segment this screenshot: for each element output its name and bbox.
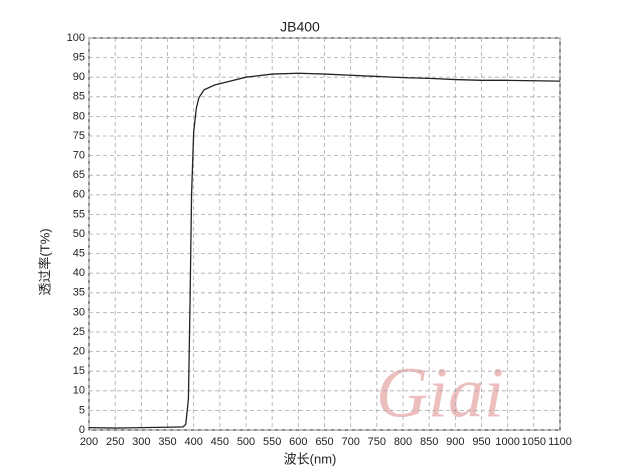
y-tick-label: 25 <box>73 326 85 338</box>
x-tick-label: 450 <box>211 436 229 448</box>
y-tick-label: 50 <box>73 228 85 240</box>
x-tick-label: 350 <box>158 436 176 448</box>
x-tick-label: 400 <box>184 436 202 448</box>
x-tick-label: 1100 <box>548 436 572 448</box>
y-tick-label: 85 <box>73 91 85 103</box>
x-axis-label: 波长(nm) <box>284 451 337 466</box>
x-tick-label: 250 <box>106 436 124 448</box>
y-tick-label: 5 <box>79 404 85 416</box>
y-tick-label: 100 <box>67 32 85 44</box>
y-tick-label: 65 <box>73 169 85 181</box>
y-tick-label: 80 <box>73 110 85 122</box>
chart-title: JB400 <box>280 19 320 35</box>
y-tick-label: 70 <box>73 150 85 162</box>
y-tick-label: 90 <box>73 71 85 83</box>
y-tick-label: 15 <box>73 365 85 377</box>
y-tick-label: 20 <box>73 346 85 358</box>
x-tick-label: 800 <box>394 436 412 448</box>
y-tick-label: 60 <box>73 189 85 201</box>
x-tick-label: 700 <box>341 436 359 448</box>
watermark: Giai <box>376 353 504 433</box>
x-tick-label: 600 <box>289 436 307 448</box>
x-tick-label: 900 <box>446 436 464 448</box>
x-tick-label: 550 <box>263 436 281 448</box>
y-tick-label: 45 <box>73 248 85 260</box>
x-tick-label: 500 <box>237 436 255 448</box>
y-tick-label: 40 <box>73 267 85 279</box>
y-tick-label: 30 <box>73 306 85 318</box>
x-tick-label: 650 <box>315 436 333 448</box>
x-tick-label: 750 <box>368 436 386 448</box>
x-tick-label: 950 <box>472 436 490 448</box>
y-tick-label: 10 <box>73 385 85 397</box>
x-tick-label: 300 <box>132 436 150 448</box>
y-tick-label: 0 <box>79 424 85 436</box>
x-tick-label: 1050 <box>522 436 546 448</box>
data-line <box>88 72 561 429</box>
y-tick-label: 75 <box>73 130 85 142</box>
y-tick-label: 95 <box>73 52 85 64</box>
x-tick-label: 850 <box>420 436 438 448</box>
x-tick-label: 1000 <box>495 436 519 448</box>
y-tick-label: 35 <box>73 287 85 299</box>
x-tick-label: 200 <box>80 436 98 448</box>
y-tick-label: 55 <box>73 208 85 220</box>
y-axis-label: 透过率(T%) <box>37 228 52 295</box>
